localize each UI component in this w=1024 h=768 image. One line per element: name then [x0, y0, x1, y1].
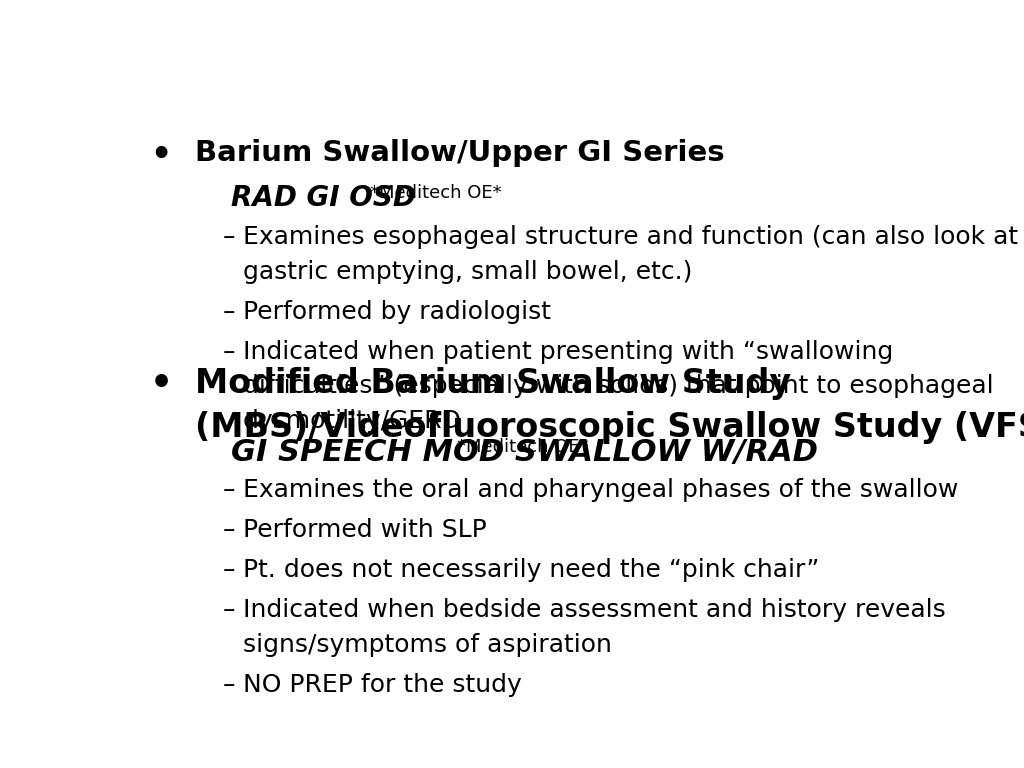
Text: Performed by radiologist: Performed by radiologist	[243, 300, 551, 324]
Text: –: –	[223, 300, 236, 324]
Text: difficulties” (especially with solids) that point to esophageal: difficulties” (especially with solids) t…	[243, 374, 993, 399]
Text: –: –	[223, 598, 236, 622]
Text: –: –	[223, 225, 236, 249]
Text: Examines the oral and pharyngeal phases of the swallow: Examines the oral and pharyngeal phases …	[243, 478, 958, 502]
Text: Barium Swallow/Upper GI Series: Barium Swallow/Upper GI Series	[196, 140, 725, 167]
Text: Indicated when patient presenting with “swallowing: Indicated when patient presenting with “…	[243, 340, 893, 364]
Text: gastric emptying, small bowel, etc.): gastric emptying, small bowel, etc.)	[243, 260, 692, 283]
Text: Indicated when bedside assessment and history reveals: Indicated when bedside assessment and hi…	[243, 598, 946, 622]
Text: –: –	[223, 518, 236, 542]
Text: *Meditech OE*: *Meditech OE*	[458, 438, 589, 456]
Text: –: –	[223, 478, 236, 502]
Text: Pt. does not necessarily need the “pink chair”: Pt. does not necessarily need the “pink …	[243, 558, 819, 582]
Text: GI SPEECH MOD SWALLOW W/RAD: GI SPEECH MOD SWALLOW W/RAD	[231, 438, 828, 467]
Text: NO PREP for the study: NO PREP for the study	[243, 673, 522, 697]
Text: –: –	[223, 673, 236, 697]
Text: signs/symptoms of aspiration: signs/symptoms of aspiration	[243, 633, 612, 657]
Text: Performed with SLP: Performed with SLP	[243, 518, 486, 542]
Text: •: •	[151, 140, 172, 173]
Text: –: –	[223, 340, 236, 364]
Text: dysmotility/GERD: dysmotility/GERD	[243, 409, 462, 432]
Text: –: –	[223, 558, 236, 582]
Text: Examines esophageal structure and function (can also look at: Examines esophageal structure and functi…	[243, 225, 1018, 249]
Text: RAD GI OSD: RAD GI OSD	[231, 184, 426, 212]
Text: *Meditech OE*: *Meditech OE*	[370, 184, 502, 202]
Text: (MBS)/Videofluoroscopic Swallow Study (VFSS): (MBS)/Videofluoroscopic Swallow Study (V…	[196, 412, 1024, 445]
Text: Modified Barium Swallow Study: Modified Barium Swallow Study	[196, 367, 792, 400]
Text: •: •	[150, 367, 173, 401]
